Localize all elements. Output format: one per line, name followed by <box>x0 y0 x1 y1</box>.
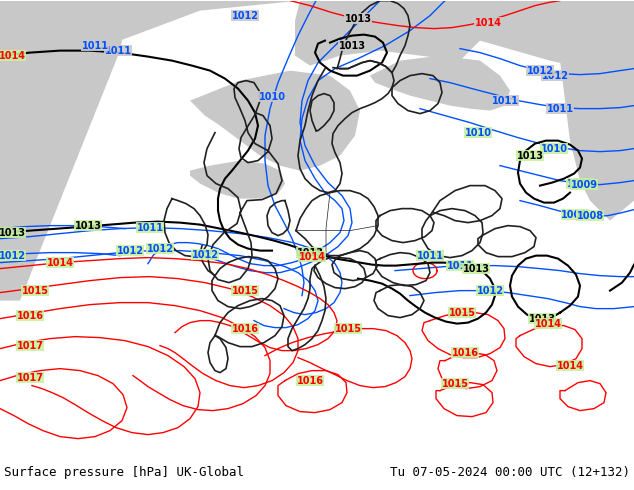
Text: 1014: 1014 <box>299 252 325 262</box>
Text: 1015: 1015 <box>231 286 259 295</box>
Polygon shape <box>295 0 480 66</box>
Text: 1008: 1008 <box>576 211 604 220</box>
Text: 1012: 1012 <box>231 11 259 21</box>
Text: 1015: 1015 <box>22 286 48 295</box>
Text: 1015: 1015 <box>448 308 476 318</box>
Text: 1016: 1016 <box>297 376 323 386</box>
Text: 1014: 1014 <box>474 18 501 27</box>
Text: 1010: 1010 <box>541 144 567 154</box>
Polygon shape <box>370 56 510 111</box>
Text: 1015: 1015 <box>441 379 469 389</box>
Text: 1016: 1016 <box>451 347 479 358</box>
Polygon shape <box>560 0 634 220</box>
Text: 1009: 1009 <box>571 180 597 190</box>
Text: 1016: 1016 <box>16 311 44 320</box>
Text: 1011: 1011 <box>547 103 574 114</box>
Text: 1012: 1012 <box>477 286 503 295</box>
Text: 1012: 1012 <box>526 66 553 75</box>
Text: 1011: 1011 <box>491 96 519 106</box>
Text: Surface pressure [hPa] UK-Global: Surface pressure [hPa] UK-Global <box>4 466 244 479</box>
Text: Tu 07-05-2024 00:00 UTC (12+132): Tu 07-05-2024 00:00 UTC (12+132) <box>390 466 630 479</box>
Text: 1011: 1011 <box>417 250 444 261</box>
Text: 1013: 1013 <box>462 264 489 273</box>
Text: 1017: 1017 <box>16 341 44 351</box>
Text: 1013: 1013 <box>75 220 101 231</box>
Text: 1010: 1010 <box>465 127 491 138</box>
Text: 1008: 1008 <box>562 210 588 220</box>
Text: 1013: 1013 <box>344 14 372 24</box>
Text: 1014: 1014 <box>46 258 74 268</box>
Polygon shape <box>190 71 360 171</box>
Text: 1012: 1012 <box>0 250 25 261</box>
Polygon shape <box>0 0 130 300</box>
Text: 1013: 1013 <box>517 150 543 161</box>
Text: 1012: 1012 <box>146 244 174 254</box>
Text: 1013: 1013 <box>297 247 323 258</box>
Text: 1014: 1014 <box>534 318 562 329</box>
Text: 1015: 1015 <box>335 323 361 334</box>
Text: 1012: 1012 <box>191 249 219 260</box>
Text: 1013: 1013 <box>529 314 555 323</box>
Text: 1013: 1013 <box>0 228 25 238</box>
Text: 1012: 1012 <box>117 245 143 256</box>
Text: 1013: 1013 <box>339 41 365 50</box>
Polygon shape <box>0 0 634 121</box>
Text: 1010: 1010 <box>259 92 285 101</box>
Text: 1012: 1012 <box>541 71 569 81</box>
Text: 1017: 1017 <box>16 372 44 383</box>
Text: 1011: 1011 <box>82 41 108 50</box>
Text: 1014: 1014 <box>557 361 583 370</box>
Text: 1011: 1011 <box>105 46 131 56</box>
Polygon shape <box>190 161 285 198</box>
Text: 1016: 1016 <box>231 323 259 334</box>
Text: 1011: 1011 <box>446 261 474 270</box>
Text: 1014: 1014 <box>0 50 25 61</box>
Text: 1009: 1009 <box>567 179 593 189</box>
Text: 1011: 1011 <box>136 222 164 233</box>
